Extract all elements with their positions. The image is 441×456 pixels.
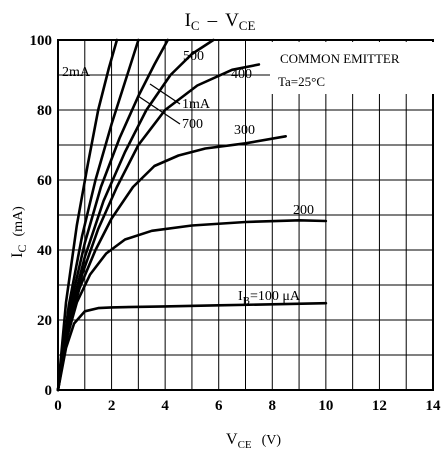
- common-emitter-label: COMMON EMITTER: [280, 51, 400, 66]
- ta-label: Ta=25°C: [278, 74, 325, 89]
- y-tick-label: 60: [37, 173, 52, 189]
- curve-label-1ma: 1mA: [182, 97, 211, 112]
- x-tick-label: 0: [54, 398, 62, 414]
- y-tick-labels: 0 20 40 60 80 100: [30, 33, 53, 399]
- curve-300: [56, 135, 287, 392]
- chart-title: IC – VCE: [185, 10, 256, 33]
- curve-label-ib100a: IB=100 μA: [238, 289, 301, 307]
- x-tick-label: 8: [269, 398, 277, 414]
- y-axis-label: IC(mA): [9, 206, 29, 258]
- y-tick-label: 20: [37, 313, 52, 329]
- curve-label-300: 300: [234, 123, 255, 138]
- leader-line-1ma: [149, 83, 181, 105]
- curves: IB=100 μA 200 300 400 500 700 1mA 2mA: [56, 38, 328, 392]
- curve-400: [56, 63, 261, 392]
- annotation-box: [270, 42, 441, 94]
- x-axis-label: VCE (V): [226, 431, 281, 451]
- curve-ib100a: [56, 301, 328, 392]
- curve-label-500: 500: [183, 49, 204, 64]
- x-tick-label: 14: [426, 398, 441, 414]
- x-tick-label: 2: [108, 398, 116, 414]
- x-tick-label: 12: [372, 398, 387, 414]
- grid: [57, 39, 434, 391]
- curve-500: [56, 38, 215, 392]
- curve-label-200: 200: [293, 203, 314, 218]
- leader-line-700: [137, 95, 181, 125]
- curve-700: [56, 38, 170, 392]
- curve-2ma: [56, 38, 119, 392]
- x-tick-labels: 0 2 4 6 8 10 12 14: [54, 398, 441, 414]
- y-tick-label: 40: [37, 243, 52, 259]
- x-tick-label: 10: [318, 398, 333, 414]
- y-tick-label: 100: [30, 33, 53, 49]
- x-tick-label: 6: [215, 398, 223, 414]
- curve-1ma: [56, 38, 140, 392]
- y-tick-label: 80: [37, 103, 52, 119]
- y-tick-label: 0: [45, 383, 53, 399]
- plot-frame: [57, 39, 434, 391]
- curve-label-700: 700: [182, 117, 203, 132]
- x-tick-label: 4: [161, 398, 169, 414]
- curve-label-400: 400: [231, 67, 252, 82]
- curve-label-2ma: 2mA: [62, 65, 91, 80]
